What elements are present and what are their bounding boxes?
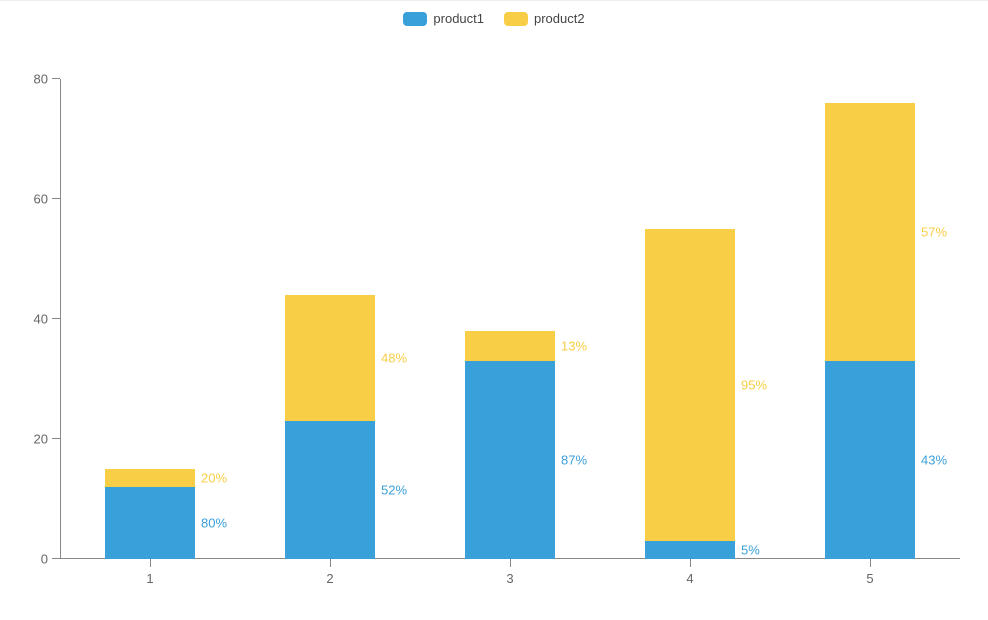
y-tick-label: 40 [34,312,60,327]
bar-group: 87% 13% [465,331,555,559]
plot-area: 0 20 40 60 80 1 2 3 4 5 80% 20% 52% 48% [60,79,960,559]
y-tick-label: 80 [34,72,60,87]
bar-segment-product2[interactable] [825,103,915,361]
bar-label-product2: 48% [375,351,407,366]
x-tick-label: 3 [506,559,513,586]
bar-segment-product2[interactable] [105,469,195,487]
legend-item-product2[interactable]: product2 [504,11,585,26]
x-tick-label: 5 [866,559,873,586]
bar-label-product2: 95% [735,378,767,393]
bar-segment-product1[interactable] [465,361,555,559]
y-tick-label: 60 [34,192,60,207]
bar-label-product2: 13% [555,339,587,354]
legend-item-product1[interactable]: product1 [403,11,484,26]
x-tick-label: 1 [146,559,153,586]
bar-group: 52% 48% [285,295,375,559]
y-tick-label: 20 [34,432,60,447]
y-tick-label: 0 [41,552,60,567]
legend-label-product2: product2 [534,11,585,26]
y-axis-line [60,79,61,559]
legend-label-product1: product1 [433,11,484,26]
bar-segment-product1[interactable] [105,487,195,559]
bar-segment-product1[interactable] [285,421,375,559]
bar-group: 43% 57% [825,103,915,559]
bar-label-product1: 5% [735,543,760,558]
bar-label-product1: 52% [375,483,407,498]
x-tick-label: 4 [686,559,693,586]
bar-label-product1: 87% [555,453,587,468]
bar-segment-product2[interactable] [465,331,555,361]
bar-segment-product1[interactable] [825,361,915,559]
legend-swatch-product2 [504,12,528,26]
bar-label-product2: 57% [915,225,947,240]
chart-container: product1 product2 0 20 40 60 80 1 2 3 4 … [0,0,988,620]
bar-label-product1: 43% [915,453,947,468]
x-tick-label: 2 [326,559,333,586]
bar-segment-product1[interactable] [645,541,735,559]
bar-label-product2: 20% [195,471,227,486]
bar-segment-product2[interactable] [645,229,735,541]
bar-label-product1: 80% [195,516,227,531]
bar-segment-product2[interactable] [285,295,375,421]
legend: product1 product2 [0,11,988,26]
legend-swatch-product1 [403,12,427,26]
bar-group: 80% 20% [105,469,195,559]
bar-group: 5% 95% [645,229,735,559]
